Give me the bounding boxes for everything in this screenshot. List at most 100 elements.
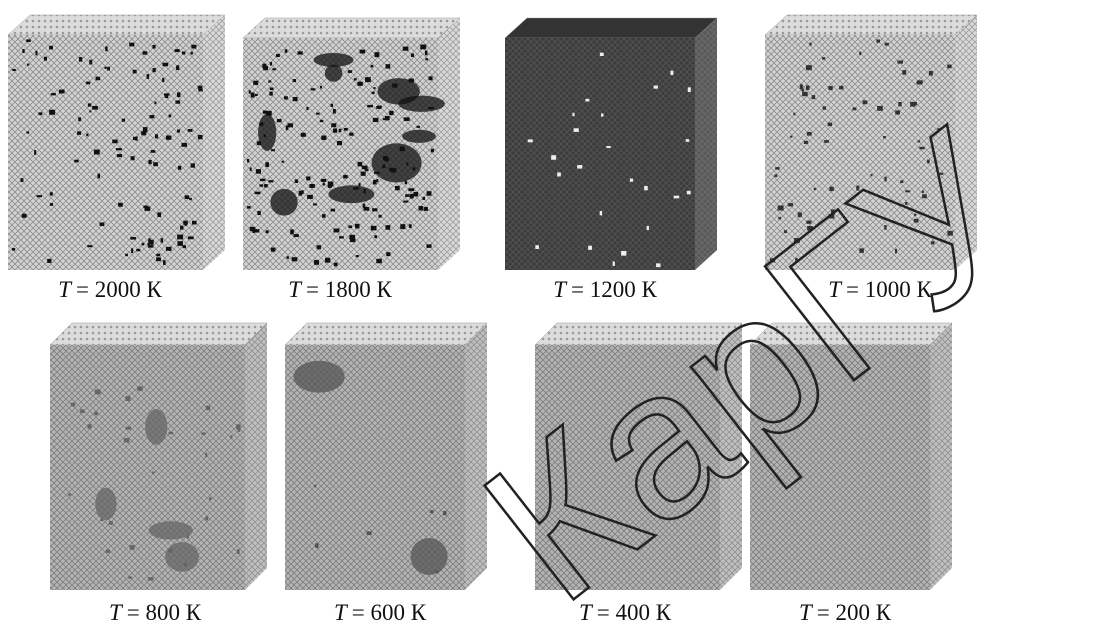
cube-spot xyxy=(50,203,53,206)
cube-spot xyxy=(885,43,889,46)
cube-spot xyxy=(358,162,363,166)
cube-spot xyxy=(147,74,150,79)
cube-spot xyxy=(157,212,161,217)
cube-spot xyxy=(152,471,155,473)
figure: T= 2000 КT= 1800 КT= 1200 КT= 1000 КT= 8… xyxy=(0,0,1118,635)
cube-spot xyxy=(266,230,269,233)
cube-spot xyxy=(80,409,85,412)
cube-spot xyxy=(254,229,259,232)
cube-spot xyxy=(839,86,843,90)
cube-spot xyxy=(277,119,282,122)
cube-spot xyxy=(321,135,326,139)
cube-spot xyxy=(320,120,324,122)
cube-spot xyxy=(271,248,276,252)
cube-spot xyxy=(191,163,195,167)
cube-spot xyxy=(371,226,377,231)
cube-side xyxy=(245,323,267,590)
temperature-symbol: T xyxy=(58,277,73,302)
cube-blob xyxy=(398,96,445,112)
cube-spot xyxy=(94,150,100,155)
panel-label: T= 1800 К xyxy=(288,277,392,302)
cube-spot xyxy=(162,78,164,82)
cube-spot xyxy=(143,51,148,54)
cube-spot xyxy=(153,162,158,166)
cube-side xyxy=(438,18,460,270)
cube-spot xyxy=(321,179,326,182)
cube-spot xyxy=(152,68,155,72)
cube-spot xyxy=(349,133,353,136)
cube-spot xyxy=(331,209,336,212)
cube-spot xyxy=(270,62,272,66)
cube-spot xyxy=(812,95,816,99)
cube-spot xyxy=(129,43,134,47)
cube-spot xyxy=(853,107,857,110)
cube-spot xyxy=(87,245,92,247)
cube-spot xyxy=(343,175,348,179)
cube-spot xyxy=(107,67,110,71)
cube-front xyxy=(50,345,245,590)
cube-spot xyxy=(917,81,923,84)
cube-spot xyxy=(293,79,296,82)
cube-spot xyxy=(688,87,691,92)
cube-spot xyxy=(379,215,382,218)
temperature-value: = 1200 К xyxy=(571,277,657,302)
cube-top xyxy=(505,18,717,38)
cube-spot xyxy=(265,162,269,167)
cube-spot xyxy=(269,92,272,96)
cube-blob xyxy=(325,65,343,82)
cube-spot xyxy=(20,178,23,182)
cube-spot xyxy=(112,140,117,144)
cube-spot xyxy=(260,179,265,181)
cube-spot xyxy=(118,203,123,207)
cube-spot xyxy=(409,224,412,228)
cube-spot xyxy=(68,494,71,496)
cube-spot xyxy=(188,129,193,132)
cube-spot xyxy=(130,545,135,549)
cube-spot xyxy=(86,82,90,85)
cube-spot xyxy=(163,260,166,265)
cube-spot xyxy=(105,46,107,51)
cube-spot xyxy=(249,90,251,93)
cube-spot xyxy=(330,104,333,107)
cube-spot xyxy=(89,60,92,65)
cube-spot xyxy=(268,80,271,82)
cube-spot xyxy=(59,90,63,94)
cube-spot xyxy=(169,432,174,435)
cube-spot xyxy=(824,140,829,143)
cube-spot xyxy=(373,118,379,122)
cube-spot xyxy=(192,221,197,225)
cube-spot xyxy=(299,191,302,196)
cube-spot xyxy=(189,198,192,200)
cube-spot xyxy=(372,92,375,94)
cube-spot xyxy=(12,248,15,251)
cube-spot xyxy=(863,100,868,104)
cube-spot xyxy=(601,113,603,116)
temperature-symbol: T xyxy=(334,600,349,625)
cube-spot xyxy=(148,240,153,245)
cube-spot xyxy=(411,53,414,57)
cube-spot xyxy=(897,60,903,63)
cube-spot xyxy=(334,263,338,267)
cube-spot xyxy=(74,160,78,163)
cube-spot xyxy=(151,150,156,153)
cube-spot xyxy=(209,497,211,500)
cube-blob xyxy=(258,114,276,151)
cube-spot xyxy=(148,160,151,164)
cube-spot xyxy=(376,259,382,263)
cube-spot xyxy=(427,191,432,195)
cube-spot xyxy=(654,86,658,89)
temperature-symbol: T xyxy=(799,600,814,625)
cube-spot xyxy=(95,390,101,395)
cube-spot xyxy=(386,64,391,68)
cube-spot xyxy=(185,195,190,199)
cube-spot xyxy=(426,244,431,248)
cube-spot xyxy=(125,254,128,256)
cube-spot xyxy=(117,154,122,157)
cube-spot xyxy=(292,257,298,261)
cube-spot xyxy=(175,49,180,52)
panel-label: T= 1200 К xyxy=(553,277,657,302)
cube-spot xyxy=(156,254,160,257)
cube-spot xyxy=(276,54,280,57)
cube-spot xyxy=(191,45,196,49)
cube-spot xyxy=(403,47,409,51)
